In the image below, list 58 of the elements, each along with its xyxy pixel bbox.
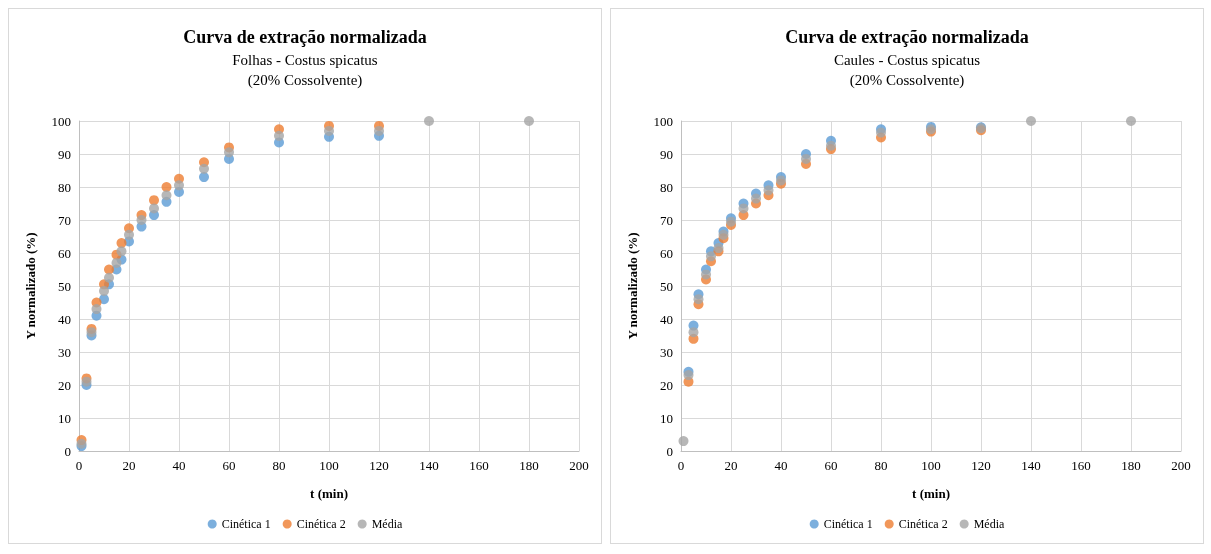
legend-label: Cinética 1 [823,517,873,531]
x-tick-label: 40 [172,458,186,473]
y-tick-label: 0 [666,443,673,459]
y-tick-label: 70 [660,212,673,228]
x-tick-label: 100 [921,458,941,473]
x-tick-label: 60 [222,458,236,473]
x-tick-label: 40 [774,458,788,473]
x-tick-label: 20 [122,458,136,473]
legend-label: Média [973,517,1005,531]
x-axis-title: t (min) [912,486,950,501]
x-tick-label: 160 [1071,458,1091,473]
x-tick-label: 140 [419,458,439,473]
y-tick-label: 50 [58,278,71,294]
chart-subtitle: Caules - Costus spicatus (20% Cossolvente) [833,52,981,89]
x-tick-label: 200 [1171,458,1191,473]
x-tick-label: 60 [824,458,838,473]
y-tick-label: 20 [660,377,673,393]
legend-label: Cinética 2 [296,517,346,531]
y-tick-label: 90 [58,146,71,162]
x-tick-label: 0 [677,458,685,473]
y-tick-label: 60 [58,245,71,261]
x-axis-title: t (min) [310,486,348,501]
x-tick-label: 0 [75,458,83,473]
x-tick-label: 80 [272,458,286,473]
x-tick-label: 180 [1121,458,1141,473]
y-tick-label: 80 [58,179,71,195]
legend-label: Cinética 1 [221,517,271,531]
y-tick-label: 40 [660,311,673,327]
x-tick-label: 120 [369,458,389,473]
x-tick-label: 20 [724,458,738,473]
y-tick-label: 10 [58,410,71,426]
y-tick-label: 100 [653,113,673,129]
y-tick-label: 0 [64,443,71,459]
y-tick-label: 50 [660,278,673,294]
y-tick-label: 100 [51,113,71,129]
y-axis-title: Y normalizado (%) [23,232,38,340]
x-tick-label: 120 [971,458,991,473]
y-tick-label: 70 [58,212,71,228]
y-tick-label: 40 [58,311,71,327]
x-tick-label: 160 [469,458,489,473]
legend-label: Média [371,517,403,531]
chart-title: Curva de extração normalizada [785,27,1029,47]
y-axis-title: Y normalizado (%) [625,232,640,340]
y-tick-label: 60 [660,245,673,261]
y-tick-label: 80 [660,179,673,195]
chart-title: Curva de extração normalizada [183,27,427,47]
chart-subtitle: Folhas - Costus spicatus (20% Cossolvente) [232,52,378,89]
y-tick-label: 10 [660,410,673,426]
x-tick-label: 140 [1021,458,1041,473]
y-tick-label: 30 [660,344,673,360]
x-tick-label: 200 [569,458,589,473]
legend-label: Cinética 2 [898,517,948,531]
x-tick-label: 80 [874,458,888,473]
y-tick-label: 90 [660,146,673,162]
y-tick-label: 20 [58,377,71,393]
x-tick-label: 180 [519,458,539,473]
y-tick-label: 30 [58,344,71,360]
x-tick-label: 100 [319,458,339,473]
